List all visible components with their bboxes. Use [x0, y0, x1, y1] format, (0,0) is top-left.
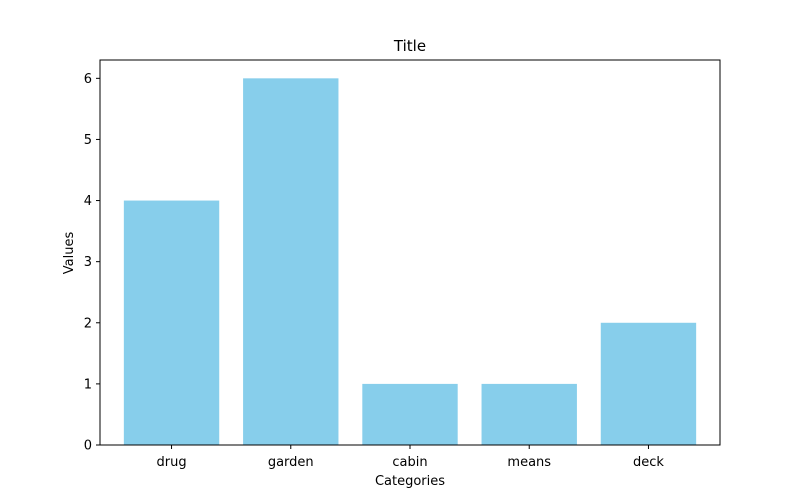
bar-garden	[243, 78, 339, 445]
y-tick-label: 5	[84, 133, 92, 148]
x-axis-title: Categories	[375, 474, 445, 489]
x-tick-label: drug	[156, 455, 186, 470]
chart-title: Title	[393, 37, 426, 55]
x-tick-label: means	[507, 455, 551, 470]
bars-group	[123, 78, 697, 445]
x-tick-label: cabin	[392, 455, 427, 470]
x-axis: drug garden cabin means deck	[156, 445, 664, 470]
bar-means	[481, 383, 577, 445]
x-tick-label: garden	[268, 455, 314, 470]
y-tick-label: 2	[84, 316, 92, 331]
bar-cabin	[362, 383, 458, 445]
y-tick-label: 1	[84, 377, 92, 392]
x-tick-label: deck	[633, 455, 664, 470]
y-axis: 0 1 2 3 4 5 6	[84, 72, 100, 454]
y-axis-title: Values	[62, 232, 77, 275]
y-tick-label: 6	[84, 72, 92, 87]
plot-frame	[99, 59, 721, 446]
bar-deck	[600, 322, 697, 445]
y-tick-label: 0	[84, 439, 92, 454]
y-tick-label: 3	[84, 255, 92, 270]
bar-drug	[123, 200, 220, 445]
y-tick-label: 4	[84, 194, 92, 209]
